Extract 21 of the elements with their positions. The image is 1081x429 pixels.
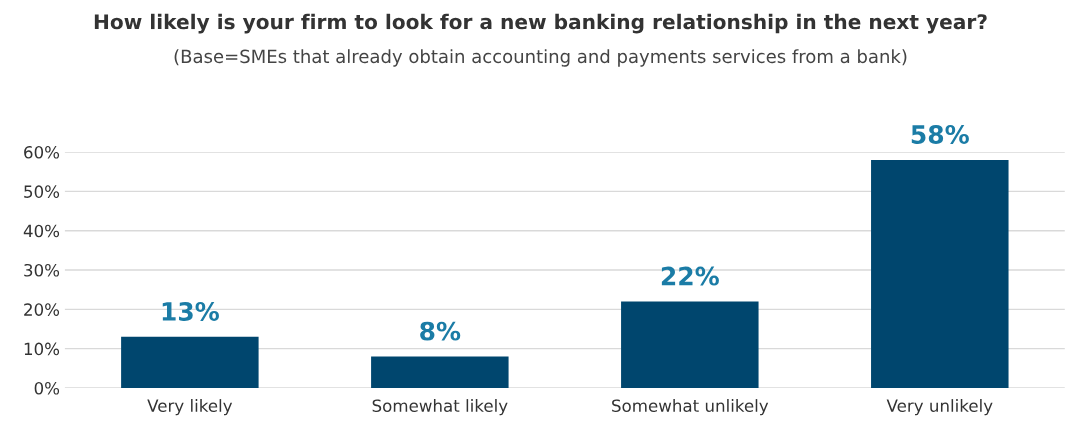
data-label: 13% — [162, 302, 219, 321]
x-tick-label: Somewhat likely — [372, 399, 508, 416]
y-tick-label: 30% — [24, 263, 60, 277]
bar — [871, 159, 1009, 388]
chart-title: How likely is your firm to look for a new banking relationship in the next year? — [94, 13, 987, 34]
x-tick-label: Very unlikely — [886, 399, 993, 416]
y-tick-label: 20% — [24, 303, 60, 316]
data-label: 58% — [911, 125, 969, 144]
y-tick-label: 0% — [34, 381, 60, 395]
data-label: 8% — [420, 321, 461, 341]
bar — [621, 301, 759, 388]
bar — [371, 356, 509, 388]
bar — [121, 336, 259, 388]
data-label: 22% — [661, 266, 719, 286]
x-tick-label: Very likely — [147, 399, 233, 416]
y-tick-label: 10% — [24, 342, 60, 356]
y-tick-label: 40% — [23, 224, 60, 238]
chart-subtitle: (Base=SMEs that already obtain accounting and payments services from a bank) — [174, 49, 907, 67]
x-tick-label: Somewhat unlikely — [612, 399, 769, 416]
y-tick-label: 50% — [24, 185, 60, 198]
y-tick-label: 60% — [24, 146, 60, 159]
